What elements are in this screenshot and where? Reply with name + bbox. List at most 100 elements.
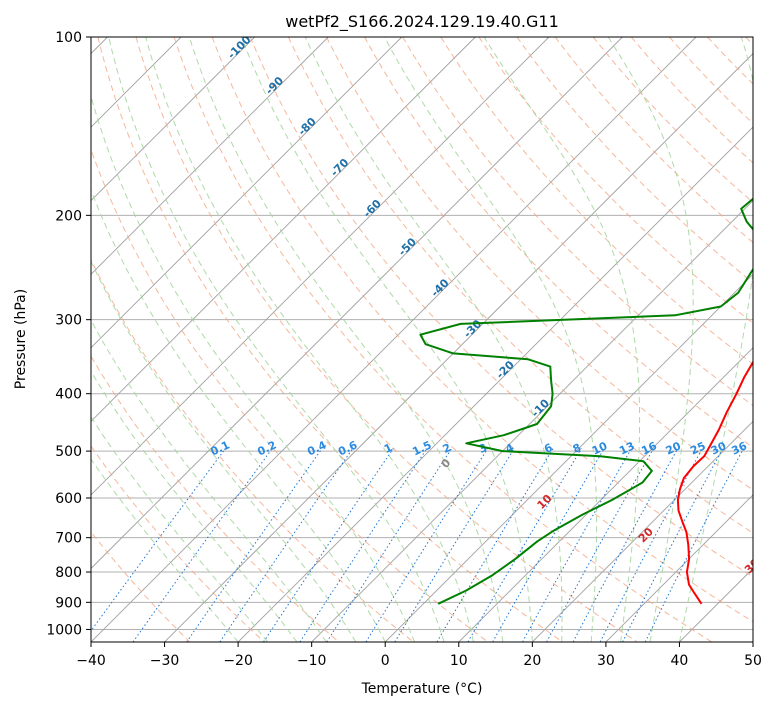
chart-title: wetPf2_S166.2024.129.19.40.G11 xyxy=(285,12,559,32)
isotherm-line xyxy=(384,273,753,642)
dry-adiabat-label: 10 xyxy=(535,492,555,512)
dry-adiabat-line xyxy=(669,37,753,124)
x-tick-label: −10 xyxy=(297,653,327,669)
y-axis-label: Pressure (hPa) xyxy=(13,289,29,389)
x-axis: −40 −30 −20 −10 0 10 20 30 40 50 xyxy=(76,642,762,669)
moist-adiabat-line xyxy=(108,37,445,642)
temperature-line xyxy=(676,360,753,605)
dry-adiabat-line xyxy=(135,37,638,642)
dry-adiabat-line xyxy=(745,37,753,46)
x-tick-label: 50 xyxy=(744,653,762,669)
isotherm-label: -40 xyxy=(428,276,451,299)
isotherm-label: -90 xyxy=(263,74,286,97)
mixing-ratio-label: 16 xyxy=(639,439,659,457)
mixing-ratio-line xyxy=(91,448,226,632)
isotherm-line xyxy=(311,200,753,642)
moist-adiabat-line xyxy=(607,37,694,642)
y-tick-label: 1000 xyxy=(46,622,82,638)
moist-adiabat-line xyxy=(91,319,327,642)
dry-adiabat-line xyxy=(249,37,753,578)
y-axis: 100 200 300 400 500 600 700 800 900 1000 xyxy=(46,30,91,638)
mixing-ratio-line xyxy=(186,448,323,642)
mixing-ratio-line xyxy=(263,448,394,642)
isotherm-line xyxy=(532,420,753,642)
y-tick-label: 300 xyxy=(55,313,82,329)
y-tick-label: 600 xyxy=(55,491,82,507)
y-tick-label: 100 xyxy=(55,30,82,46)
mixing-ratio-label: 0.4 xyxy=(305,438,328,458)
dry-adiabat-line xyxy=(91,445,265,642)
mixing-ratio-line xyxy=(394,448,515,642)
mixing-ratio-label: 25 xyxy=(688,439,707,457)
mixing-ratio-label: 10 xyxy=(590,439,610,457)
isotherm-label: -80 xyxy=(296,115,319,138)
moist-adiabat-line xyxy=(188,37,504,642)
background-line-labels: 0.1 0.2 0.4 0.6 1 1.5 2 3 4 6 8 10 13 16 20 25 30 36-100-… xyxy=(209,37,762,576)
dry-adiabat-line xyxy=(554,37,753,244)
mixing-ratio-label: 36 xyxy=(730,439,750,457)
y-tick-label: 900 xyxy=(55,595,82,611)
isotherm-line xyxy=(237,126,753,642)
mixing-ratio-line xyxy=(622,448,724,642)
moist-adiabat-line xyxy=(678,37,753,642)
dry-adiabat-line xyxy=(91,148,489,642)
x-tick-label: −20 xyxy=(223,653,253,669)
dry-adiabat-line xyxy=(211,37,753,623)
isotherm-line xyxy=(91,37,476,422)
mixing-ratio-label: 4 xyxy=(503,441,516,456)
x-axis-label: Temperature (°C) xyxy=(361,681,483,697)
moist-adiabat-line xyxy=(91,458,239,642)
dry-adiabat-line xyxy=(287,37,753,534)
isotherm-line xyxy=(91,37,403,349)
moist-adiabat-line xyxy=(91,370,298,642)
dry-adiabat-line xyxy=(364,37,753,449)
dry-adiabat-line xyxy=(97,37,563,642)
mixing-ratio-line xyxy=(326,448,453,642)
y-tick-label: 700 xyxy=(55,531,82,547)
mixing-ratio-label: 30 xyxy=(709,439,729,457)
moist-adiabat-line xyxy=(91,188,386,642)
mixing-ratio-line xyxy=(467,448,583,642)
background-lines xyxy=(91,37,753,642)
isotherm-line xyxy=(91,37,550,496)
isotherm-label: -60 xyxy=(361,197,384,220)
mixing-ratio-label: 13 xyxy=(617,439,636,457)
moist-adiabat-line xyxy=(145,37,474,642)
isotherm-line xyxy=(91,37,329,275)
x-tick-label: 0 xyxy=(381,653,390,669)
isotherm-line xyxy=(91,37,697,642)
mixing-ratio-label: 1 xyxy=(382,441,394,456)
isotherm-line xyxy=(679,567,753,642)
mixing-ratio-line xyxy=(365,448,489,642)
x-tick-label: 30 xyxy=(597,653,615,669)
isotherm-label: -20 xyxy=(494,358,517,381)
mixing-ratio-line xyxy=(572,448,679,642)
y-tick-label: 200 xyxy=(55,208,82,224)
profile-series xyxy=(419,197,753,605)
mixing-ratio-label: 20 xyxy=(664,439,684,457)
mixing-ratio-line xyxy=(132,448,273,642)
dry-adiabat-label: 0 xyxy=(439,456,454,471)
dry-adiabat-line xyxy=(402,37,753,407)
moist-adiabat-line xyxy=(304,37,563,642)
mixing-ratio-line xyxy=(299,448,428,642)
mixing-ratio-label: 1.5 xyxy=(410,438,433,458)
plot-frame xyxy=(90,36,754,643)
moist-adiabat-line xyxy=(91,260,357,642)
mixing-ratio-label: 0.6 xyxy=(336,438,359,458)
dry-adiabat-line xyxy=(440,37,753,365)
dry-adiabat-label: 30 xyxy=(742,556,762,576)
mixing-ratio-label: 2 xyxy=(441,441,453,456)
mixing-ratio-line xyxy=(599,448,703,642)
dry-adiabat-label: 20 xyxy=(636,525,656,545)
moist-adiabat-line xyxy=(483,37,641,642)
x-tick-label: 20 xyxy=(523,653,541,669)
mixing-ratio-line xyxy=(492,448,605,642)
x-tick-label: −40 xyxy=(76,653,106,669)
dry-adiabat-line xyxy=(326,37,753,491)
y-tick-label: 800 xyxy=(55,565,82,581)
isotherm-label: -70 xyxy=(328,156,351,179)
y-tick-label: 500 xyxy=(55,444,82,460)
mixing-ratio-line xyxy=(644,448,744,642)
dewpoint-line xyxy=(419,197,753,605)
